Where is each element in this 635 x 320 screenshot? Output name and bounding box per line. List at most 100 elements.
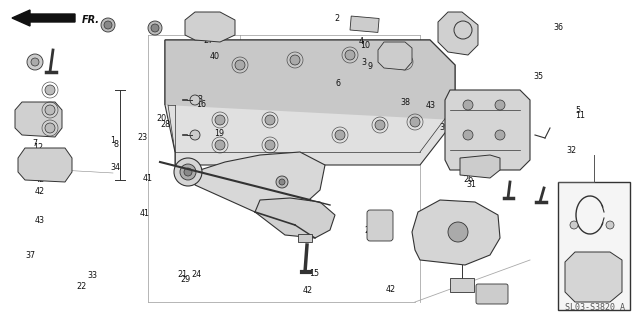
- Text: 41: 41: [142, 174, 152, 183]
- Text: 39: 39: [439, 123, 450, 132]
- Bar: [350, 16, 379, 32]
- Text: 23: 23: [138, 133, 148, 142]
- Text: 42: 42: [385, 285, 396, 294]
- FancyArrow shape: [12, 10, 75, 26]
- Circle shape: [45, 105, 55, 115]
- Polygon shape: [195, 152, 325, 212]
- Text: 4: 4: [358, 37, 363, 46]
- Circle shape: [235, 60, 245, 70]
- Text: 6: 6: [336, 79, 341, 88]
- Text: 12: 12: [33, 143, 43, 152]
- FancyBboxPatch shape: [476, 284, 508, 304]
- Bar: [558, 182, 630, 310]
- Circle shape: [495, 100, 505, 110]
- FancyBboxPatch shape: [367, 210, 393, 241]
- Text: 30: 30: [367, 232, 377, 241]
- Text: 16: 16: [196, 100, 206, 109]
- Text: 22: 22: [76, 282, 86, 291]
- Text: 20: 20: [157, 114, 167, 123]
- Circle shape: [410, 117, 420, 127]
- Circle shape: [104, 21, 112, 29]
- Text: 38: 38: [400, 98, 410, 107]
- Circle shape: [180, 164, 196, 180]
- Polygon shape: [460, 155, 500, 178]
- Text: 25: 25: [364, 226, 375, 235]
- Text: 19: 19: [214, 129, 224, 138]
- Text: 10: 10: [360, 41, 370, 50]
- Circle shape: [151, 24, 159, 32]
- Text: FR.: FR.: [82, 15, 100, 25]
- Circle shape: [279, 179, 285, 185]
- Text: 8: 8: [114, 140, 119, 149]
- Bar: [298, 234, 312, 242]
- Text: 18: 18: [200, 31, 210, 40]
- Circle shape: [101, 18, 115, 32]
- Circle shape: [448, 222, 468, 242]
- Polygon shape: [165, 40, 455, 120]
- Text: 37: 37: [25, 252, 36, 260]
- Text: 41: 41: [140, 209, 150, 218]
- Circle shape: [190, 130, 200, 140]
- Text: 24: 24: [192, 270, 202, 279]
- Polygon shape: [18, 148, 72, 182]
- Text: 35: 35: [533, 72, 544, 81]
- Circle shape: [265, 140, 275, 150]
- Text: 43: 43: [34, 216, 44, 225]
- Circle shape: [215, 115, 225, 125]
- Text: 14: 14: [452, 249, 462, 258]
- Polygon shape: [378, 42, 412, 70]
- Circle shape: [375, 120, 385, 130]
- Polygon shape: [165, 40, 455, 165]
- Circle shape: [335, 130, 345, 140]
- Text: 34: 34: [110, 163, 121, 172]
- Text: 28: 28: [160, 120, 170, 129]
- Circle shape: [45, 85, 55, 95]
- Text: 17: 17: [455, 254, 465, 263]
- Circle shape: [148, 21, 162, 35]
- Text: 7: 7: [32, 139, 37, 148]
- Circle shape: [463, 100, 473, 110]
- Bar: [450, 278, 474, 292]
- Polygon shape: [412, 200, 500, 265]
- Circle shape: [495, 130, 505, 140]
- Text: SL03-S3820 A: SL03-S3820 A: [565, 303, 625, 312]
- Text: 27: 27: [203, 36, 213, 45]
- Text: 42: 42: [34, 175, 44, 184]
- Circle shape: [27, 54, 43, 70]
- Text: 11: 11: [575, 111, 585, 120]
- Text: 9: 9: [368, 62, 373, 71]
- Circle shape: [276, 176, 288, 188]
- Text: 43: 43: [425, 101, 436, 110]
- Polygon shape: [15, 102, 62, 137]
- Text: 33: 33: [87, 271, 97, 280]
- Text: 26: 26: [464, 175, 474, 184]
- Text: 29: 29: [180, 276, 190, 284]
- Text: 13: 13: [193, 95, 203, 104]
- Text: 3: 3: [361, 58, 366, 67]
- Circle shape: [400, 57, 410, 67]
- Polygon shape: [438, 12, 478, 55]
- Text: 15: 15: [309, 269, 319, 278]
- Text: 42: 42: [303, 286, 313, 295]
- Circle shape: [184, 168, 192, 176]
- Text: 31: 31: [466, 180, 476, 189]
- Text: 36: 36: [554, 23, 564, 32]
- Text: 42: 42: [34, 188, 44, 196]
- Circle shape: [345, 50, 355, 60]
- Circle shape: [265, 115, 275, 125]
- Text: 21: 21: [178, 270, 188, 279]
- Text: 1: 1: [110, 136, 116, 145]
- Circle shape: [290, 55, 300, 65]
- Circle shape: [31, 58, 39, 66]
- Text: 5: 5: [575, 106, 580, 115]
- Circle shape: [215, 140, 225, 150]
- Circle shape: [463, 130, 473, 140]
- Circle shape: [174, 158, 202, 186]
- Text: 24: 24: [464, 152, 474, 161]
- Circle shape: [570, 221, 578, 229]
- Polygon shape: [255, 198, 335, 238]
- Circle shape: [606, 221, 614, 229]
- Circle shape: [190, 95, 200, 105]
- Polygon shape: [445, 90, 530, 170]
- Polygon shape: [565, 252, 622, 302]
